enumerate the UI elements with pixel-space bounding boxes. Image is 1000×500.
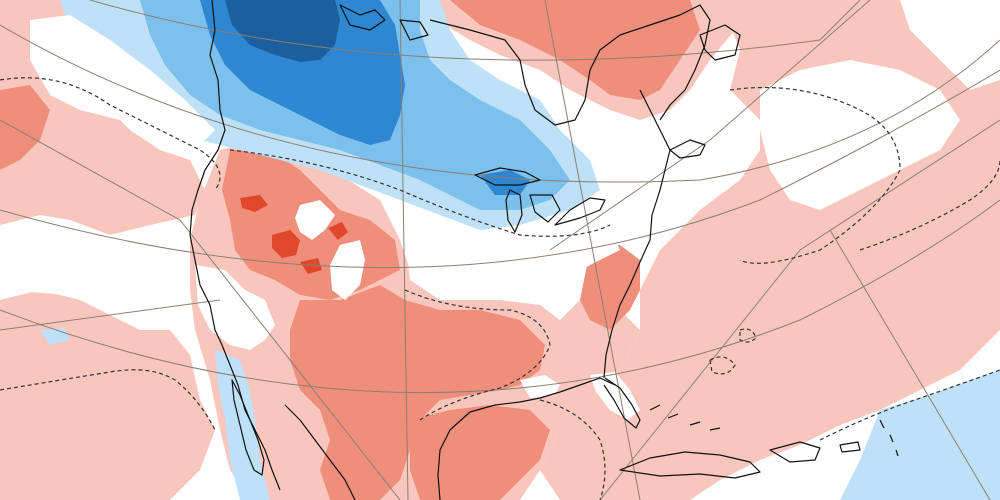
coastline-arctic-islands-1 — [339, 4, 386, 31]
graticule-meridian-6 — [829, 229, 991, 500]
neutral-region-atlantic-ne — [760, 60, 960, 210]
contour-atlantic-far — [859, 159, 1000, 251]
warm-region-texas-moderate — [410, 405, 550, 500]
coastline-bahamas — [649, 404, 721, 431]
graticule-meridian-3 — [544, 0, 641, 500]
warm-region-utah-strong — [328, 222, 348, 240]
neutral-region-great-basin — [295, 200, 335, 240]
contour-caribbean — [819, 369, 1000, 441]
cool-region-core-extreme — [225, 0, 340, 62]
coastline-layer — [189, 0, 899, 500]
coastline-us-east — [603, 89, 671, 379]
coastline-lake-michigan — [505, 189, 523, 233]
coastline-newfoundland — [699, 24, 741, 61]
graticule-meridian-1 — [0, 119, 401, 500]
warm-region-east-coast-moderate — [580, 245, 640, 330]
contour-atlantic-small — [709, 356, 736, 375]
warm-region-idaho-strong — [240, 195, 268, 212]
coastline-arctic-islands-2 — [399, 19, 429, 41]
graticule-meridian-7 — [0, 299, 221, 331]
contour-north-pacific — [0, 77, 221, 191]
graticule-parallel-2 — [0, 24, 1000, 183]
warm-region-pacific-west — [0, 0, 205, 235]
coastline-gulf-of-mexico — [437, 377, 616, 500]
neutral-region-atlantic-far-ne — [900, 0, 1000, 90]
contour-us-south — [404, 289, 551, 421]
graticule-parallel-4 — [0, 199, 1000, 394]
coastline-hispaniola — [769, 441, 821, 463]
neutral-region-northern-plains — [380, 200, 620, 295]
coastline-hudson-bay — [429, 19, 621, 126]
neutral-region-florida — [590, 372, 640, 420]
neutral-anomaly-layer — [0, 0, 1000, 420]
warm-region-baffin-moderate — [450, 0, 700, 100]
coastline-lake-superior — [474, 167, 541, 186]
cool-anomaly-extreme-layer — [225, 0, 340, 62]
contour-pacific-southwest — [0, 369, 216, 431]
warm-region-wyoming-strong — [300, 258, 322, 274]
coastline-lesser-antilles — [879, 419, 899, 457]
coastline-lake-erie-ontario — [554, 197, 606, 226]
coastline-lake-huron — [529, 194, 561, 223]
neutral-region-colorado — [330, 240, 365, 300]
contour-layer — [0, 77, 1000, 500]
coastline-nova-scotia — [669, 139, 706, 159]
warm-anomaly-strong-layer — [240, 195, 348, 274]
neutral-region-pacific-north — [30, 15, 215, 145]
graticule-parallel-1 — [89, 0, 861, 61]
coastline-mexico-west — [284, 404, 356, 500]
warm-region-nevada-strong — [272, 230, 300, 258]
graticule-meridian-5 — [599, 119, 1000, 500]
neutral-region-pacific-mid — [0, 232, 190, 320]
graticule-meridian-4 — [549, 0, 871, 251]
cool-region-caribbean-weak — [840, 370, 1000, 500]
coastline-cuba — [619, 451, 761, 479]
contour-canada-cold — [229, 149, 611, 237]
cool-region-baja-weak — [215, 350, 270, 500]
neutral-region-gulf-coast — [520, 375, 560, 398]
coastline-florida — [603, 377, 641, 429]
coastline-puerto-rico — [839, 441, 861, 453]
coastline-baja-california — [231, 379, 265, 476]
warm-region-pacific-nw-moderate — [0, 85, 50, 170]
graticule-meridian-2 — [399, 0, 409, 500]
contour-gulf — [539, 399, 606, 500]
